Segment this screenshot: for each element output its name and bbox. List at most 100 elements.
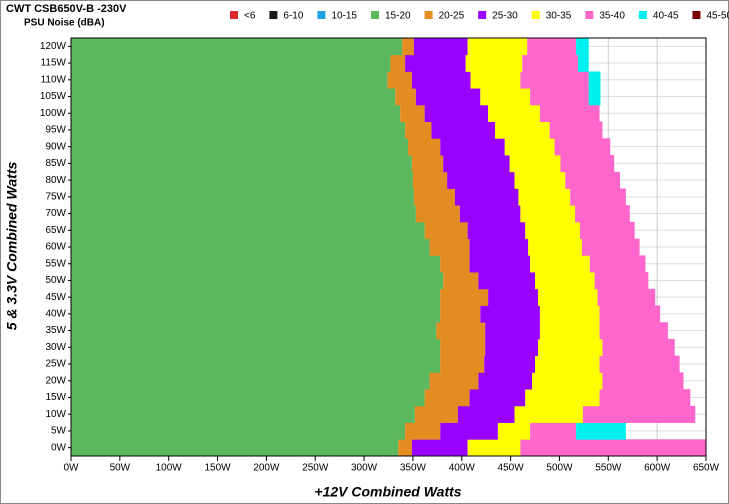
x-tick-label: 500W [546, 463, 573, 474]
bar-segment [436, 322, 486, 340]
bar-segment [414, 405, 458, 423]
bar-segment [588, 71, 601, 89]
bar-segment [539, 104, 600, 122]
bar-segment [488, 104, 540, 122]
bar-segment [575, 205, 630, 223]
bar-segment [405, 54, 466, 72]
legend-label: 15-20 [385, 11, 411, 22]
bar-segment [480, 305, 540, 323]
bar-segment [467, 38, 528, 56]
y-tick-label: 10W [45, 409, 66, 420]
bar-segment [599, 305, 661, 323]
x-tick-label: 550W [595, 463, 622, 474]
legend-label: 25-30 [492, 11, 518, 22]
bar-segment [440, 355, 485, 373]
bar-segment [530, 88, 589, 106]
y-tick-label: 35W [45, 325, 66, 336]
bar-segment [429, 372, 479, 390]
legend-swatch [531, 11, 540, 19]
bar-segment [532, 372, 603, 390]
bar-segment [71, 155, 412, 173]
bar-segment [478, 372, 533, 390]
bar-segment [588, 88, 601, 106]
bar-segment [594, 272, 649, 290]
bar-segment [71, 54, 391, 72]
bar-segment [71, 355, 441, 373]
bar-segment [528, 238, 582, 256]
bar-segment [504, 138, 555, 156]
bar-segment [71, 422, 406, 440]
legend-swatch [269, 11, 278, 19]
bar-segment [424, 104, 489, 122]
bar-segment [395, 88, 416, 106]
bar-segment [537, 338, 603, 357]
x-tick-label: 150W [204, 463, 231, 474]
bar-segment [71, 121, 406, 139]
bar-segment [470, 71, 521, 89]
legend-label: 45-50 [706, 11, 729, 22]
bar-segment [457, 405, 515, 423]
bar-segment [398, 439, 412, 457]
legend-swatch [230, 11, 238, 19]
bar-segment [509, 155, 561, 173]
legend-swatch [638, 11, 647, 19]
bar-segment [454, 188, 519, 206]
bar-segment [525, 221, 580, 240]
y-tick-label: 25W [45, 359, 66, 370]
y-tick-label: 100W [40, 108, 67, 119]
bar-segment [411, 155, 444, 173]
bar-segment [581, 238, 640, 256]
y-tick-label: 20W [45, 375, 66, 386]
bar-segment [411, 439, 468, 457]
bar-segment [440, 338, 486, 357]
x-axis-label: +12V Combined Watts [314, 484, 461, 500]
bar-segment [465, 54, 523, 72]
bar-segment [469, 255, 531, 273]
x-tick-label: 100W [156, 463, 183, 474]
y-tick-label: 70W [45, 208, 66, 219]
bar-segment [497, 422, 531, 440]
legend-swatch [478, 11, 487, 19]
chart-title: CWT CSB650V-B -230V [6, 3, 127, 15]
bar-segment [576, 422, 626, 440]
bar-segment [413, 188, 455, 206]
bar-segment [71, 322, 437, 340]
legend-label: 35-40 [599, 11, 625, 22]
y-tick-label: 80W [45, 175, 66, 186]
bar-segment [71, 88, 396, 106]
bar-segment [539, 305, 600, 323]
bar-segment [599, 322, 668, 340]
bar-segment [405, 422, 441, 440]
bar-segment [478, 272, 536, 290]
bar-segment [413, 38, 468, 56]
legend-label: 6-10 [283, 11, 303, 22]
bar-segment [405, 121, 432, 139]
bar-segment [469, 238, 529, 256]
bar-segment [514, 171, 566, 189]
bar-segment [443, 272, 479, 290]
y-tick-label: 105W [40, 91, 67, 102]
bar-segment [467, 221, 526, 240]
bar-segment [71, 389, 425, 407]
bar-segment [485, 322, 540, 340]
bar-segment [431, 121, 495, 139]
bar-segment [71, 255, 441, 273]
bar-segment [527, 38, 577, 56]
bar-segment [71, 188, 414, 206]
x-tick-label: 50W [110, 463, 131, 474]
bar-segment [71, 272, 444, 290]
y-tick-label: 65W [45, 225, 66, 236]
bar-segment [488, 288, 538, 306]
bar-segment [514, 405, 583, 423]
bar-segment [71, 104, 401, 122]
bar-segment [71, 288, 441, 306]
bar-segment [387, 71, 412, 89]
bar-segment [589, 255, 646, 273]
bar-segment [520, 439, 706, 457]
legend-label: 40-45 [653, 11, 679, 22]
bar-segment [424, 221, 468, 240]
bar-segment [447, 171, 515, 189]
bar-segment [599, 389, 691, 407]
y-tick-label: 120W [40, 41, 67, 52]
